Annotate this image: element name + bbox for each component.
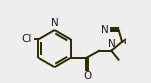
Text: O: O [83,71,91,81]
Text: N: N [101,25,109,35]
Text: N: N [108,39,116,49]
Text: N: N [51,18,58,28]
Text: Cl: Cl [21,34,32,44]
